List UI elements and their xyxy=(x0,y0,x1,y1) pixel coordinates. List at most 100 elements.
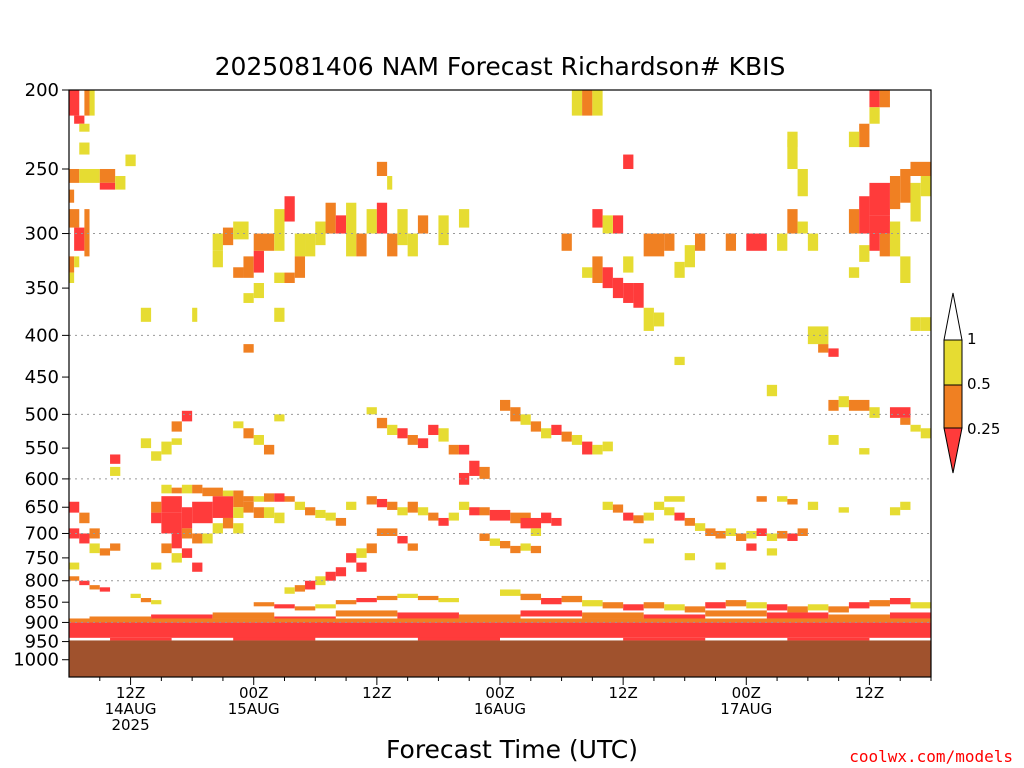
heatmap-cell xyxy=(243,344,254,353)
heatmap-cell xyxy=(797,168,808,197)
heatmap-cell xyxy=(489,509,511,521)
heatmap-cell xyxy=(643,602,665,609)
x-tick-label: 16AUG xyxy=(474,700,526,718)
heatmap-cell xyxy=(192,307,198,322)
heatmap-cell xyxy=(222,227,234,246)
credit-text: coolwx.com/models xyxy=(849,747,1013,766)
heatmap-cell xyxy=(838,396,849,408)
heatmap-cell xyxy=(623,154,634,169)
heatmap-cell xyxy=(859,448,870,455)
heatmap-cell xyxy=(192,501,213,524)
heatmap-cell xyxy=(787,131,798,148)
heatmap-cell xyxy=(623,637,706,641)
heatmap-cell xyxy=(766,548,778,556)
x-tick-label: 15AUG xyxy=(228,700,280,718)
heatmap-cell xyxy=(541,598,562,605)
heatmap-cell xyxy=(407,434,418,445)
heatmap-cells xyxy=(69,90,931,641)
heatmap-cell xyxy=(633,283,644,308)
heatmap-cell xyxy=(233,421,244,429)
heatmap-cell xyxy=(366,496,377,505)
heatmap-cell xyxy=(592,256,603,284)
x-tick-label: 14AUG xyxy=(105,700,157,718)
y-tick-label: 550 xyxy=(25,438,59,459)
y-tick-label: 900 xyxy=(25,612,59,633)
heatmap-cell xyxy=(869,182,890,216)
heatmap-cell xyxy=(346,501,357,510)
heatmap-cell xyxy=(397,535,408,544)
heatmap-cell xyxy=(243,428,254,439)
heatmap-cell xyxy=(541,512,552,524)
heatmap-cell xyxy=(387,233,398,257)
heatmap-cell xyxy=(407,501,418,513)
heatmap-cell xyxy=(356,562,367,572)
heatmap-cell xyxy=(910,182,921,222)
heatmap-cell xyxy=(212,612,275,619)
heatmap-cell xyxy=(79,123,90,132)
heatmap-cell xyxy=(79,580,90,586)
heatmap-cell xyxy=(243,496,254,502)
heatmap-cell xyxy=(171,438,182,445)
y-tick-label: 300 xyxy=(25,224,59,245)
x-tick-label: 00Z xyxy=(485,684,514,702)
heatmap-cell xyxy=(623,604,644,611)
heatmap-cell xyxy=(69,562,80,570)
heatmap-cell xyxy=(69,576,80,581)
heatmap-cell xyxy=(130,593,141,599)
heatmap-cell xyxy=(479,533,490,541)
heatmap-cell xyxy=(74,227,85,251)
heatmap-cell xyxy=(479,507,490,516)
heatmap-cell xyxy=(253,507,264,518)
heatmap-cell xyxy=(110,637,172,641)
chart-title: 2025081406 NAM Forecast Richardson# KBIS xyxy=(215,52,786,81)
y-tick-label: 350 xyxy=(25,278,59,299)
heatmap-cell xyxy=(438,598,459,603)
heatmap-cell xyxy=(828,606,849,613)
heatmap-cell xyxy=(335,215,347,234)
heatmap-cell xyxy=(643,614,706,621)
heatmap-cell xyxy=(171,487,182,494)
heatmap-cell xyxy=(623,512,634,521)
heatmap-cell xyxy=(602,215,613,234)
heatmap-cell xyxy=(705,602,726,609)
heatmap-cell xyxy=(879,90,890,108)
heatmap-cell xyxy=(305,233,316,257)
y-tick-label: 1000 xyxy=(13,650,59,671)
heatmap-cell xyxy=(284,272,295,284)
heatmap-cell xyxy=(366,407,377,415)
heatmap-cell xyxy=(294,256,306,278)
heatmap-cell xyxy=(848,209,860,234)
heatmap-cell xyxy=(510,545,521,554)
heatmap-cell xyxy=(79,512,90,524)
heatmap-cell xyxy=(910,424,921,432)
heatmap-cell xyxy=(530,545,542,554)
legend-label: 1 xyxy=(967,330,977,348)
heatmap-cell xyxy=(366,209,377,234)
heatmap-cell xyxy=(653,501,665,510)
heatmap-cell xyxy=(243,501,254,513)
heatmap-cell xyxy=(510,512,531,524)
heatmap-cell xyxy=(115,176,126,190)
heatmap-cell xyxy=(500,589,521,596)
heatmap-cell xyxy=(325,571,336,581)
heatmap-cell xyxy=(766,604,788,611)
heatmap-cell xyxy=(715,530,726,539)
heatmap-cell xyxy=(366,543,377,554)
heatmap-cell xyxy=(74,115,85,124)
heatmap-cell xyxy=(89,543,100,554)
heatmap-cell xyxy=(746,233,767,251)
heatmap-cell xyxy=(838,507,849,513)
heatmap-cell xyxy=(263,507,275,518)
heatmap-cell xyxy=(407,233,418,257)
heatmap-cell xyxy=(89,585,100,590)
heatmap-cell xyxy=(746,602,767,609)
heatmap-cell xyxy=(356,598,377,603)
heatmap-cell xyxy=(428,424,439,435)
heatmap-cell xyxy=(612,215,624,234)
heatmap-cell xyxy=(376,528,398,536)
heatmap-cell xyxy=(222,490,234,497)
y-tick-label: 450 xyxy=(25,367,59,388)
heatmap-cell xyxy=(582,441,593,455)
heatmap-cell xyxy=(325,512,336,521)
heatmap-cell xyxy=(705,528,716,536)
